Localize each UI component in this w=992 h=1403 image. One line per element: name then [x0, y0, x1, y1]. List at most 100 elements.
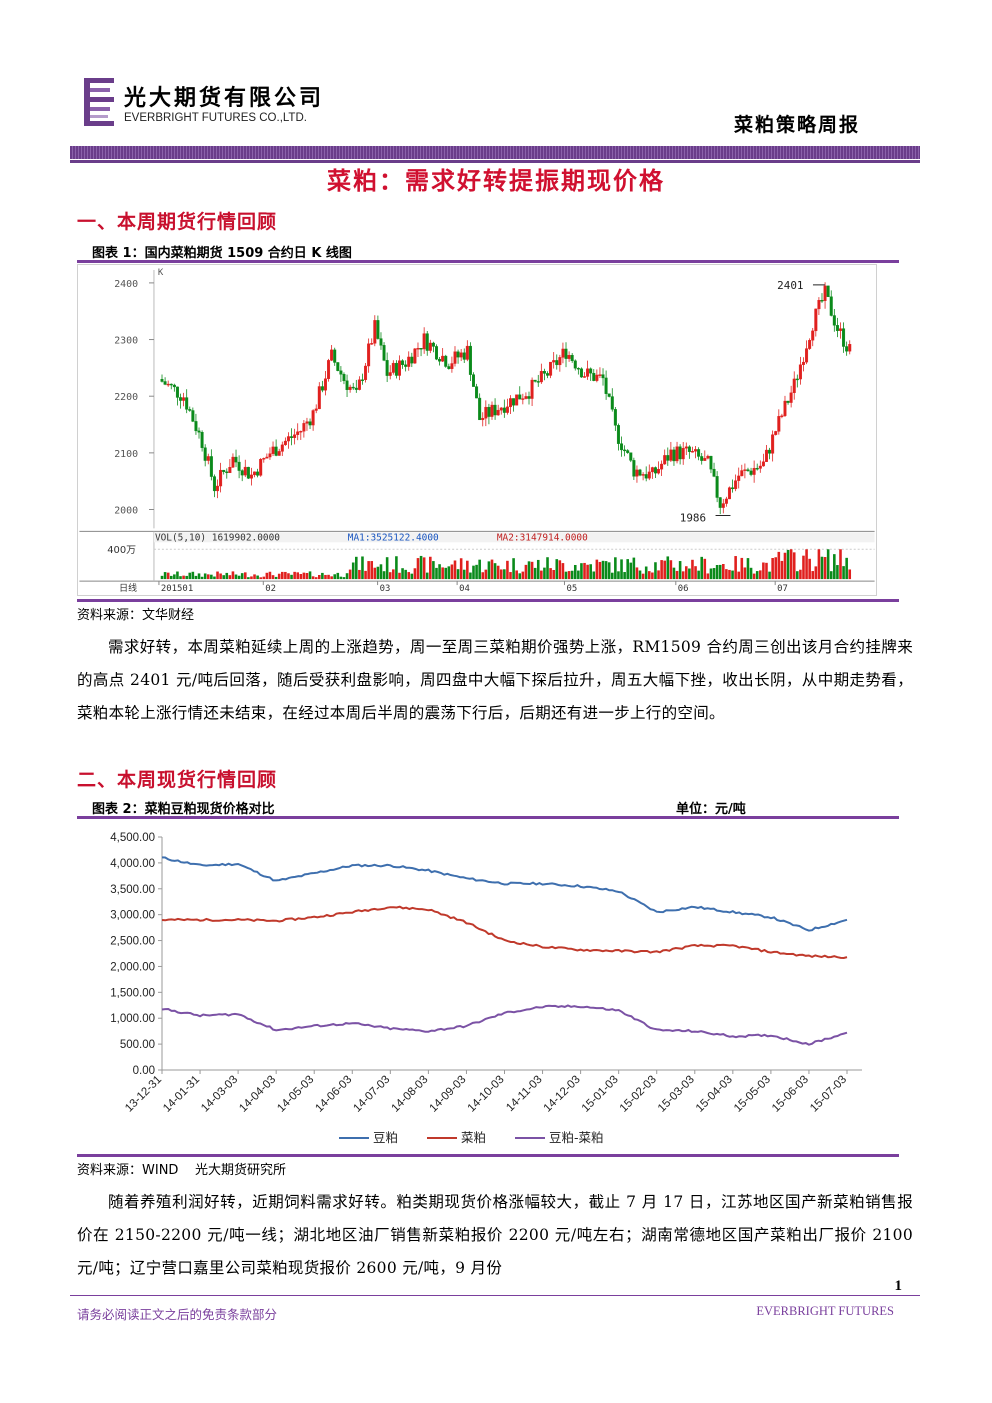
volume-bar	[361, 556, 364, 580]
candle-body	[546, 373, 550, 376]
volume-bar	[749, 567, 753, 580]
volume-bar	[743, 567, 747, 580]
candle-body	[305, 421, 309, 424]
candle-body	[253, 471, 257, 476]
volume-bar	[456, 569, 460, 580]
y-tick-label: 500.00	[120, 1039, 155, 1051]
volume-bar	[370, 561, 374, 580]
candle-body	[721, 503, 725, 508]
candle-body	[515, 394, 519, 406]
volume-bar	[709, 568, 713, 580]
header-band	[70, 146, 920, 159]
candle-body	[832, 315, 836, 326]
kline-x-tick: 05	[566, 584, 577, 594]
candle-body	[502, 407, 506, 413]
volume-bar	[740, 557, 744, 580]
candle-body	[592, 372, 596, 381]
candle-body	[249, 474, 253, 479]
volume-bar	[805, 549, 808, 580]
volume-bar	[755, 571, 759, 580]
kline-chart: K 2400 2300 2200 2100 2000 2401 1986 VOL(5,1…	[77, 264, 877, 596]
candle-body	[669, 449, 673, 461]
candle-body	[314, 408, 318, 411]
kline-x-tick: 201501	[161, 584, 193, 594]
candle-body	[555, 360, 559, 366]
volume-bar	[601, 560, 605, 580]
candle-body	[829, 296, 833, 316]
volume-bar	[425, 572, 429, 580]
legend-label: 豆粕	[373, 1130, 398, 1145]
volume-bar	[256, 575, 259, 580]
candle-body	[629, 452, 633, 461]
candle-body	[845, 346, 849, 352]
candle-body	[490, 404, 494, 417]
x-tick-label: 14-07-03	[351, 1074, 392, 1115]
chart-x-axis: 13-12-3114-01-3114-03-0314-04-0314-05-03…	[123, 1070, 849, 1115]
volume-bar	[314, 577, 318, 580]
x-tick-label: 14-01-31	[161, 1074, 202, 1115]
volume-bar	[311, 576, 315, 580]
volume-axis-label: 日线	[119, 582, 137, 594]
x-tick-label: 14-06-03	[313, 1074, 354, 1115]
candle-body	[512, 398, 516, 406]
series-line	[161, 856, 848, 932]
volume-bar	[666, 556, 670, 580]
volume-bar	[432, 561, 435, 580]
volume-bar	[561, 563, 565, 580]
volume-bar	[234, 574, 238, 580]
volume-bar	[422, 557, 426, 580]
volume-bar	[392, 569, 395, 580]
volume-bar	[848, 569, 852, 580]
volume-bar	[515, 570, 518, 580]
volume-bar	[617, 571, 620, 580]
volume-bar	[499, 569, 503, 580]
volume-bar	[632, 557, 636, 580]
candle-body	[737, 475, 741, 481]
candle-body	[280, 444, 284, 452]
volume-bar	[774, 557, 778, 580]
volume-bar	[416, 558, 420, 580]
volume-bar	[607, 562, 611, 580]
volume-bar	[287, 573, 290, 580]
candle-body	[635, 469, 639, 477]
y-tick-label: 2,000.00	[110, 961, 155, 973]
volume-bar	[796, 571, 799, 580]
candle-body	[586, 368, 590, 377]
candle-body	[774, 431, 778, 435]
candle-body	[598, 374, 602, 376]
candle-body	[743, 469, 747, 471]
volume-bar	[644, 566, 648, 580]
candle-body	[450, 363, 454, 369]
candle-body	[786, 400, 790, 403]
volume-bar	[293, 571, 296, 580]
volume-bar	[385, 557, 389, 580]
volume-bar	[691, 559, 694, 580]
volume-bar	[629, 562, 633, 580]
volume-bar	[586, 564, 589, 580]
volume-bar	[203, 573, 207, 580]
candle-body	[706, 455, 710, 459]
candle-body	[583, 376, 587, 378]
candle-body	[536, 381, 540, 383]
volume-bar	[302, 572, 306, 580]
candle-body	[595, 374, 599, 381]
volume-bar	[404, 569, 407, 580]
candle-body	[604, 377, 608, 394]
candle-body	[299, 431, 303, 433]
x-tick-label: 14-04-03	[237, 1074, 278, 1115]
candle-body	[339, 370, 343, 375]
volume-bar	[746, 558, 750, 580]
volume-bar	[336, 572, 340, 580]
figure-2-bottom-rule	[77, 1154, 899, 1157]
candle-body	[197, 430, 201, 433]
volume-bar	[771, 558, 774, 580]
candle-body	[795, 378, 799, 381]
candle-body	[425, 333, 429, 351]
volume-bar	[820, 556, 824, 580]
volume-bar	[484, 569, 488, 580]
candle-body	[163, 381, 167, 385]
volume-bar	[506, 560, 509, 580]
candle-body	[675, 446, 679, 462]
candle-body	[283, 440, 287, 446]
volume-bar	[284, 571, 287, 580]
